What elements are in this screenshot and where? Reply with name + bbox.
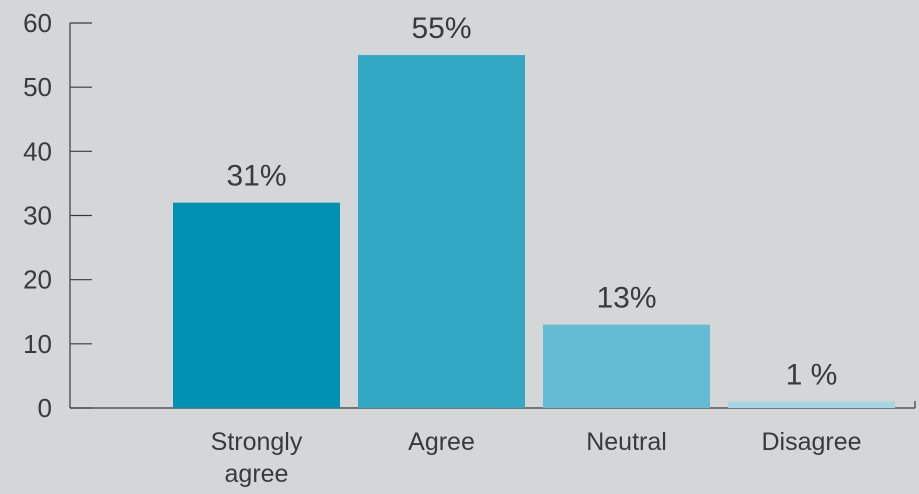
y-tick-label: 60 xyxy=(23,8,52,38)
data-label: 13% xyxy=(596,282,656,315)
data-label: 31% xyxy=(226,160,286,193)
bar xyxy=(543,324,710,408)
y-tick-label: 20 xyxy=(23,265,52,295)
bar xyxy=(358,55,525,408)
data-label: 55% xyxy=(411,12,471,45)
labels: 31% Strongly agree 55% Agree 13% Neutral 1 % Dis… xyxy=(211,12,862,488)
x-tick-label: Neutral xyxy=(586,428,667,456)
y-tick-label: 50 xyxy=(23,72,52,102)
data-label: 1 % xyxy=(786,359,838,392)
y-tick-label: 10 xyxy=(23,329,52,359)
x-tick-label: Agree xyxy=(408,428,475,456)
y-tick-label: 0 xyxy=(38,393,52,423)
x-tick-label: Strongly xyxy=(211,428,303,456)
bar xyxy=(173,202,340,408)
y-tick-label: 40 xyxy=(23,136,52,166)
bars xyxy=(173,55,895,408)
x-tick-label: agree xyxy=(225,460,289,488)
bar xyxy=(728,401,895,408)
y-tick-label: 30 xyxy=(23,201,52,231)
x-tick-label: Disagree xyxy=(761,428,861,456)
